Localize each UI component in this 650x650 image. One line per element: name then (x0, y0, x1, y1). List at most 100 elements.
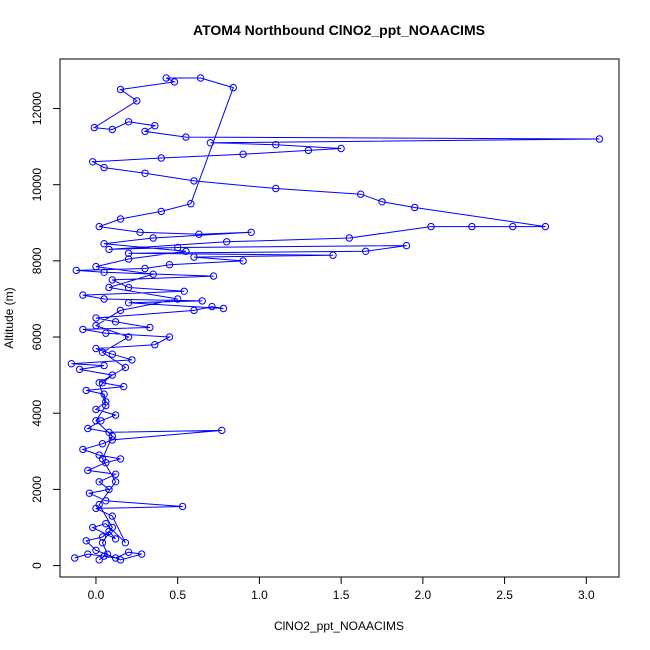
data-point (108, 125, 117, 134)
data-point (223, 238, 231, 246)
data-point (229, 83, 238, 92)
data-point (124, 333, 133, 341)
y-tick-label: 10000 (30, 168, 44, 202)
data-point (239, 150, 247, 158)
data-point (272, 184, 280, 193)
data-point (180, 287, 188, 295)
data-point (165, 261, 174, 269)
x-tick-label: 2.5 (496, 588, 513, 602)
data-point (111, 554, 120, 562)
data-point (92, 344, 100, 353)
data-point (98, 455, 107, 463)
data-point (187, 200, 195, 208)
data-point (206, 139, 215, 147)
data-point (182, 133, 190, 141)
data-point (162, 74, 170, 82)
data-point (178, 502, 187, 511)
data-point (98, 440, 107, 448)
data-point (239, 257, 247, 265)
data-point (98, 539, 107, 547)
data-point (75, 365, 84, 374)
series-layer (67, 74, 604, 564)
data-point (100, 390, 108, 398)
x-tick-label: 3.0 (578, 588, 595, 602)
data-point (92, 314, 100, 322)
data-point (100, 268, 108, 276)
data-point (195, 230, 203, 238)
data-point (102, 497, 110, 505)
data-point (105, 245, 113, 254)
x-tick-label: 2.0 (415, 588, 432, 602)
data-point (174, 295, 182, 303)
y-tick-label: 6000 (30, 323, 44, 350)
x-axis-label: ClNO2_ppt_NOAACIMS (274, 619, 404, 633)
data-point (111, 318, 120, 326)
data-point (108, 350, 117, 358)
data-point (108, 432, 117, 440)
data-point (102, 401, 110, 410)
data-point (196, 74, 205, 82)
data-point (116, 556, 125, 564)
data-point (116, 85, 125, 94)
data-point (141, 264, 149, 273)
data-point (208, 302, 216, 311)
data-point (108, 371, 117, 379)
y-tick-label: 4000 (30, 400, 44, 427)
data-point (116, 215, 125, 223)
data-point (190, 253, 198, 261)
y-tick-label: 12000 (30, 92, 44, 126)
data-point (102, 520, 110, 528)
data-point (84, 424, 92, 433)
data-point (98, 348, 107, 356)
data-point (116, 306, 125, 315)
data-point (92, 546, 100, 554)
data-point (595, 135, 604, 143)
data-point (218, 426, 226, 435)
data-point (92, 321, 100, 330)
data-point (345, 234, 353, 242)
data-point (103, 550, 112, 558)
data-point (157, 154, 166, 162)
data-point (427, 222, 435, 231)
data-point (124, 249, 133, 258)
x-tick-label: 1.5 (333, 588, 350, 602)
data-point (100, 163, 108, 172)
data-point (124, 255, 133, 263)
data-point (79, 325, 87, 334)
data-point (121, 363, 130, 372)
data-point (141, 169, 149, 178)
data-point (198, 297, 206, 305)
data-point (108, 436, 117, 444)
plot-frame (59, 58, 620, 578)
data-point (98, 533, 107, 541)
data-point (151, 341, 159, 349)
series-line (71, 77, 600, 561)
data-point (79, 291, 87, 299)
data-point (108, 512, 117, 520)
data-point (124, 283, 133, 292)
data-point (124, 118, 133, 126)
data-point (357, 190, 365, 198)
data-point (149, 270, 157, 278)
data-point (92, 262, 100, 271)
data-point (111, 478, 120, 486)
data-point (97, 417, 105, 425)
data-point (100, 295, 108, 303)
data-point (108, 523, 117, 532)
data-point (329, 251, 337, 259)
data-point (136, 228, 144, 237)
y-axis: 0 2000 4000 6000 8000 10000 12000 (30, 92, 61, 569)
data-point (116, 455, 125, 463)
data-point (182, 247, 190, 256)
data-point (98, 379, 107, 387)
data-point (102, 329, 110, 337)
data-point (378, 198, 386, 206)
data-point (84, 550, 92, 558)
data-point (71, 554, 79, 562)
data-point (138, 550, 146, 558)
data-point (149, 234, 157, 242)
data-point (468, 222, 476, 231)
data-point (82, 537, 90, 545)
data-point (95, 556, 103, 564)
data-point (89, 158, 97, 166)
